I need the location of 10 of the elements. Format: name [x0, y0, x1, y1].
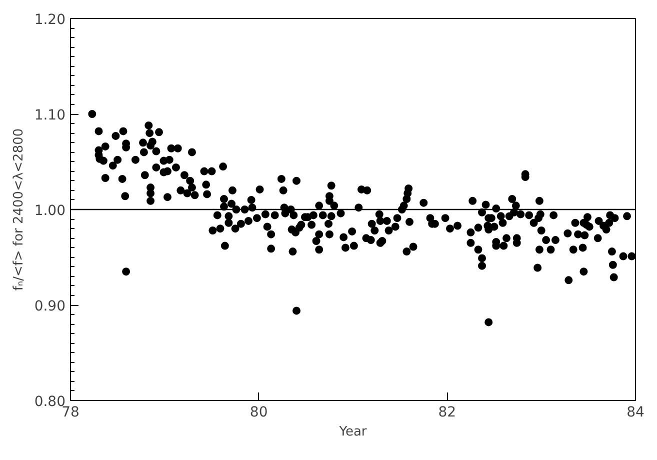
x-tick-label: 82: [438, 404, 456, 420]
y-tick-label: 1.00: [34, 203, 66, 219]
y-tick-label: 1.10: [34, 108, 66, 124]
y-tick-label: 1.20: [34, 12, 66, 28]
y-tick-label: 0.80: [34, 394, 66, 410]
x-tick-label: 80: [250, 404, 268, 420]
y-axis-title: fₙ/<f> for 2400<λ<2800: [11, 128, 26, 291]
x-axis-title: Year: [338, 424, 368, 440]
y-tick-label: 0.90: [34, 298, 66, 314]
x-tick-label: 84: [626, 404, 644, 420]
